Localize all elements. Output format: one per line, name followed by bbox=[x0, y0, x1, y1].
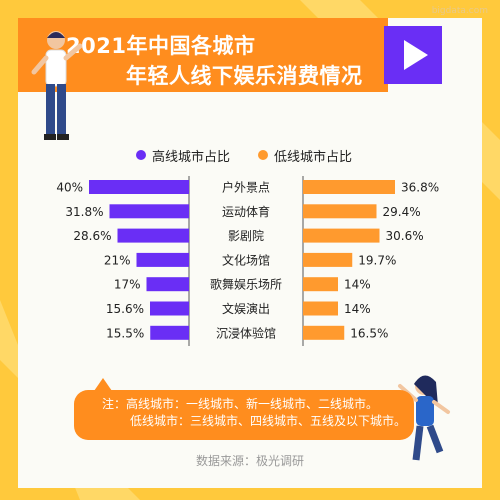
data-label-low-0: 36.8% bbox=[401, 181, 439, 195]
data-label-low-2: 30.6% bbox=[386, 229, 424, 243]
category-label-4: 歌舞娱乐场所 bbox=[210, 277, 282, 292]
legend-label-low: 低线城市占比 bbox=[274, 149, 353, 165]
legend-low: 低线城市占比 bbox=[258, 146, 353, 165]
category-label-3: 文化场馆 bbox=[222, 252, 270, 267]
category-label-2: 影剧院 bbox=[228, 229, 264, 243]
bar-high-5 bbox=[150, 301, 189, 316]
data-label-high-0: 40% bbox=[56, 181, 83, 195]
data-label-low-4: 14% bbox=[344, 278, 371, 292]
play-button[interactable] bbox=[384, 26, 442, 84]
bar-low-5 bbox=[303, 301, 338, 316]
data-label-high-3: 21% bbox=[104, 253, 131, 267]
category-label-0: 户外景点 bbox=[222, 180, 270, 195]
bar-low-4 bbox=[303, 277, 338, 292]
bar-low-2 bbox=[303, 228, 380, 243]
page-title-line2: 年轻人线下娱乐消费情况 bbox=[126, 64, 363, 88]
page-title-line1: 2021年中国各城市 bbox=[66, 34, 256, 58]
bar-low-6 bbox=[303, 325, 345, 340]
bar-high-1 bbox=[109, 204, 189, 219]
category-label-6: 沉浸体验馆 bbox=[216, 325, 276, 340]
bar-low-3 bbox=[303, 252, 353, 267]
woman-illustration-icon bbox=[398, 375, 450, 461]
bar-high-6 bbox=[150, 325, 189, 340]
category-label-5: 文娱演出 bbox=[222, 301, 270, 316]
data-label-high-6: 15.5% bbox=[106, 326, 144, 340]
data-label-high-1: 31.8% bbox=[65, 205, 103, 219]
data-label-high-4: 17% bbox=[114, 278, 141, 292]
title-banner bbox=[18, 18, 388, 92]
bar-low-0 bbox=[303, 180, 395, 194]
note-tail bbox=[94, 378, 112, 391]
data-label-low-5: 14% bbox=[344, 302, 371, 316]
data-label-high-2: 28.6% bbox=[73, 229, 111, 243]
data-label-low-3: 19.7% bbox=[358, 253, 396, 267]
data-label-high-5: 15.6% bbox=[106, 302, 144, 316]
note-line1: 注：高线城市：一线城市、新一线城市、二线城市。 bbox=[102, 397, 379, 411]
note-bubble bbox=[74, 390, 414, 440]
data-label-low-6: 16.5% bbox=[350, 326, 388, 340]
note-line2: 低线城市：三线城市、四线城市、五线及以下城市。 bbox=[130, 414, 407, 428]
play-icon bbox=[404, 40, 428, 70]
legend-high: 高线城市占比 bbox=[136, 146, 231, 165]
legend-label-high: 高线城市占比 bbox=[152, 149, 231, 165]
circle-icon bbox=[258, 150, 268, 160]
data-source: 数据来源：极光调研 bbox=[195, 454, 304, 468]
bar-high-2 bbox=[117, 228, 189, 243]
bar-high-3 bbox=[136, 252, 189, 267]
data-label-low-1: 29.4% bbox=[383, 205, 421, 219]
man-illustration-icon bbox=[31, 31, 82, 140]
bar-high-0 bbox=[89, 180, 189, 194]
bar-low-1 bbox=[303, 204, 377, 219]
category-label-1: 运动体育 bbox=[222, 204, 270, 219]
bar-high-4 bbox=[146, 277, 189, 292]
watermark: bigdata.com bbox=[431, 6, 488, 16]
circle-icon bbox=[136, 150, 146, 160]
